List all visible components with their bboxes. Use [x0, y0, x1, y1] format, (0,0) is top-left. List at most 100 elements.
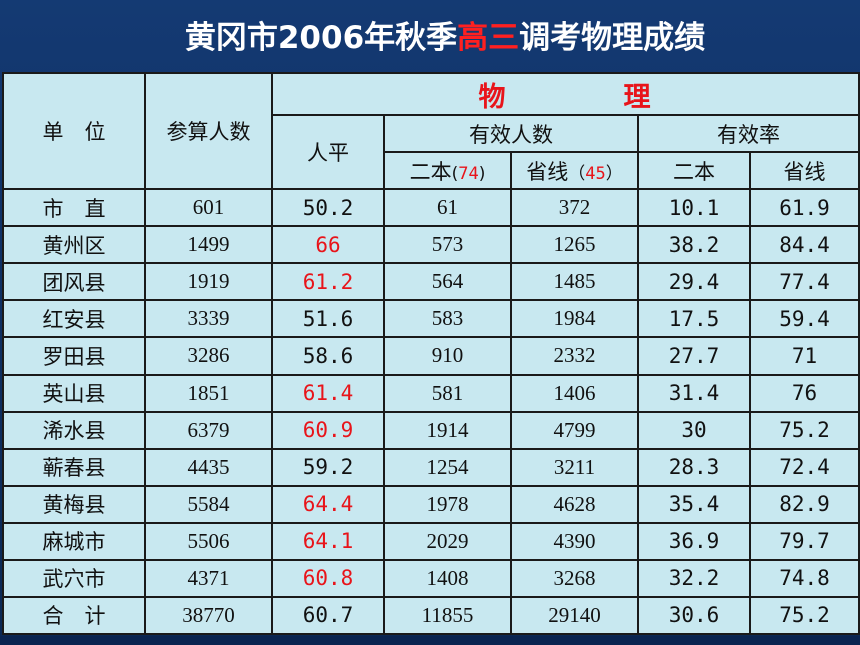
cell-erben: 1408 [383, 558, 512, 598]
cell-unit: 红安县 [2, 299, 146, 339]
header-unit: 单 位 [2, 71, 146, 191]
cell-rate-shengxian: 82.9 [748, 484, 860, 524]
cell-erben: 573 [383, 225, 512, 265]
cell-rate-erben: 36.9 [637, 521, 751, 561]
cell-shengxian: 2332 [510, 336, 639, 376]
cell-rate-erben: 29.4 [637, 262, 751, 302]
cell-erben: 564 [383, 262, 512, 302]
table-row: 黄梅县 5584 64.4 1978 4628 35.4 82.9 [2, 484, 860, 524]
title-part-3: 调考物理成绩 [519, 19, 706, 56]
cell-unit: 合 计 [2, 595, 146, 636]
cell-unit: 黄梅县 [2, 484, 146, 524]
cell-erben: 2029 [383, 521, 512, 561]
cell-shengxian: 3211 [510, 447, 639, 487]
cell-participants: 5584 [144, 484, 273, 524]
cell-unit: 蕲春县 [2, 447, 146, 487]
cell-shengxian: 29140 [510, 595, 639, 636]
header-effective-count: 有效人数 [383, 114, 639, 154]
table-row: 红安县 3339 51.6 583 1984 17.5 59.4 [2, 299, 860, 339]
cell-avg: 64.4 [271, 484, 385, 524]
cell-participants: 5506 [144, 521, 273, 561]
cell-rate-shengxian: 59.4 [748, 299, 860, 339]
cell-participants: 38770 [144, 595, 273, 636]
page-title: 黄冈市2006年秋季 高三 调考物理成绩 [0, 0, 860, 68]
header-erben: 二本(74) [383, 151, 512, 191]
header-shengxian-score: 45 [585, 163, 606, 184]
cell-unit: 麻城市 [2, 521, 146, 561]
cell-rate-erben: 35.4 [637, 484, 751, 524]
header-effective-rate: 有效率 [636, 114, 860, 154]
cell-shengxian: 1406 [510, 373, 639, 413]
score-table-container: 单 位 参算人数 物 理 人平 有效人数 有效率 二本(74) 省线（45） 二… [2, 71, 860, 636]
cell-rate-erben: 27.7 [637, 336, 751, 376]
table-row: 武穴市 4371 60.8 1408 3268 32.2 74.8 [2, 558, 860, 598]
table-row: 麻城市 5506 64.1 2029 4390 36.9 79.7 [2, 521, 860, 561]
cell-shengxian: 4390 [510, 521, 639, 561]
header-shengxian-label: 省线 [526, 159, 569, 184]
cell-avg: 66 [271, 225, 385, 265]
cell-avg: 59.2 [271, 447, 385, 487]
cell-rate-shengxian: 79.7 [748, 521, 860, 561]
header-subject: 物 理 [270, 71, 860, 117]
cell-rate-shengxian: 84.4 [748, 225, 860, 265]
cell-rate-shengxian: 72.4 [748, 447, 860, 487]
cell-participants: 1499 [144, 225, 273, 265]
cell-rate-erben: 30.6 [637, 595, 751, 636]
footer-bar [0, 636, 860, 645]
table-row: 蕲春县 4435 59.2 1254 3211 28.3 72.4 [2, 447, 860, 487]
cell-rate-shengxian: 61.9 [748, 188, 860, 228]
title-part-highlight: 高三 [457, 19, 520, 56]
cell-rate-erben: 17.5 [637, 299, 751, 339]
cell-avg: 61.4 [271, 373, 385, 413]
cell-participants: 601 [144, 188, 273, 228]
cell-erben: 581 [383, 373, 512, 413]
cell-rate-shengxian: 75.2 [748, 595, 860, 636]
cell-avg: 60.7 [271, 595, 385, 636]
table-row: 浠水县 6379 60.9 1914 4799 30 75.2 [2, 410, 860, 450]
cell-erben: 61 [383, 188, 512, 228]
cell-rate-erben: 32.2 [637, 558, 751, 598]
cell-avg: 60.8 [271, 558, 385, 598]
table-row: 合 计 38770 60.7 11855 29140 30.6 75.2 [2, 595, 860, 636]
cell-participants: 3286 [144, 336, 273, 376]
score-table: 单 位 参算人数 物 理 人平 有效人数 有效率 二本(74) 省线（45） 二… [2, 71, 860, 636]
cell-rate-erben: 30 [637, 410, 751, 450]
cell-rate-erben: 28.3 [637, 447, 751, 487]
cell-erben: 11855 [383, 595, 512, 636]
cell-erben: 583 [383, 299, 512, 339]
cell-rate-shengxian: 77.4 [748, 262, 860, 302]
table-row: 罗田县 3286 58.6 910 2332 27.7 71 [2, 336, 860, 376]
cell-unit: 英山县 [2, 373, 146, 413]
cell-avg: 60.9 [271, 410, 385, 450]
cell-avg: 64.1 [271, 521, 385, 561]
cell-unit: 团风县 [2, 262, 146, 302]
title-part-1: 黄冈市2006年秋季 [184, 19, 458, 56]
header-participants: 参算人数 [144, 71, 273, 191]
cell-shengxian: 4628 [510, 484, 639, 524]
cell-participants: 3339 [144, 299, 273, 339]
cell-unit: 市 直 [2, 188, 146, 228]
cell-shengxian: 3268 [510, 558, 639, 598]
cell-shengxian: 372 [510, 188, 639, 228]
table-row: 团风县 1919 61.2 564 1485 29.4 77.4 [2, 262, 860, 302]
cell-rate-shengxian: 76 [748, 373, 860, 413]
cell-erben: 1254 [383, 447, 512, 487]
header-rate-shengxian: 省线 [748, 151, 860, 191]
header-erben-score: 74 [458, 163, 479, 184]
cell-unit: 罗田县 [2, 336, 146, 376]
header-erben-label: 二本 [409, 159, 452, 184]
cell-unit: 浠水县 [2, 410, 146, 450]
header-shengxian: 省线（45） [510, 151, 639, 191]
table-row: 英山县 1851 61.4 581 1406 31.4 76 [2, 373, 860, 413]
cell-rate-shengxian: 71 [748, 336, 860, 376]
cell-avg: 51.6 [271, 299, 385, 339]
cell-avg: 61.2 [271, 262, 385, 302]
cell-avg: 50.2 [271, 188, 385, 228]
cell-participants: 4435 [144, 447, 273, 487]
cell-rate-erben: 38.2 [637, 225, 751, 265]
cell-avg: 58.6 [271, 336, 385, 376]
cell-rate-shengxian: 74.8 [748, 558, 860, 598]
cell-unit: 武穴市 [2, 558, 146, 598]
cell-erben: 1978 [383, 484, 512, 524]
cell-unit: 黄州区 [2, 225, 146, 265]
